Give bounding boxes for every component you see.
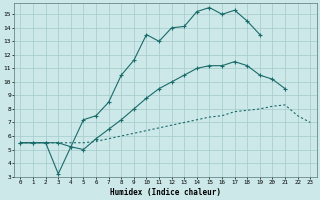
X-axis label: Humidex (Indice chaleur): Humidex (Indice chaleur) bbox=[110, 188, 221, 197]
